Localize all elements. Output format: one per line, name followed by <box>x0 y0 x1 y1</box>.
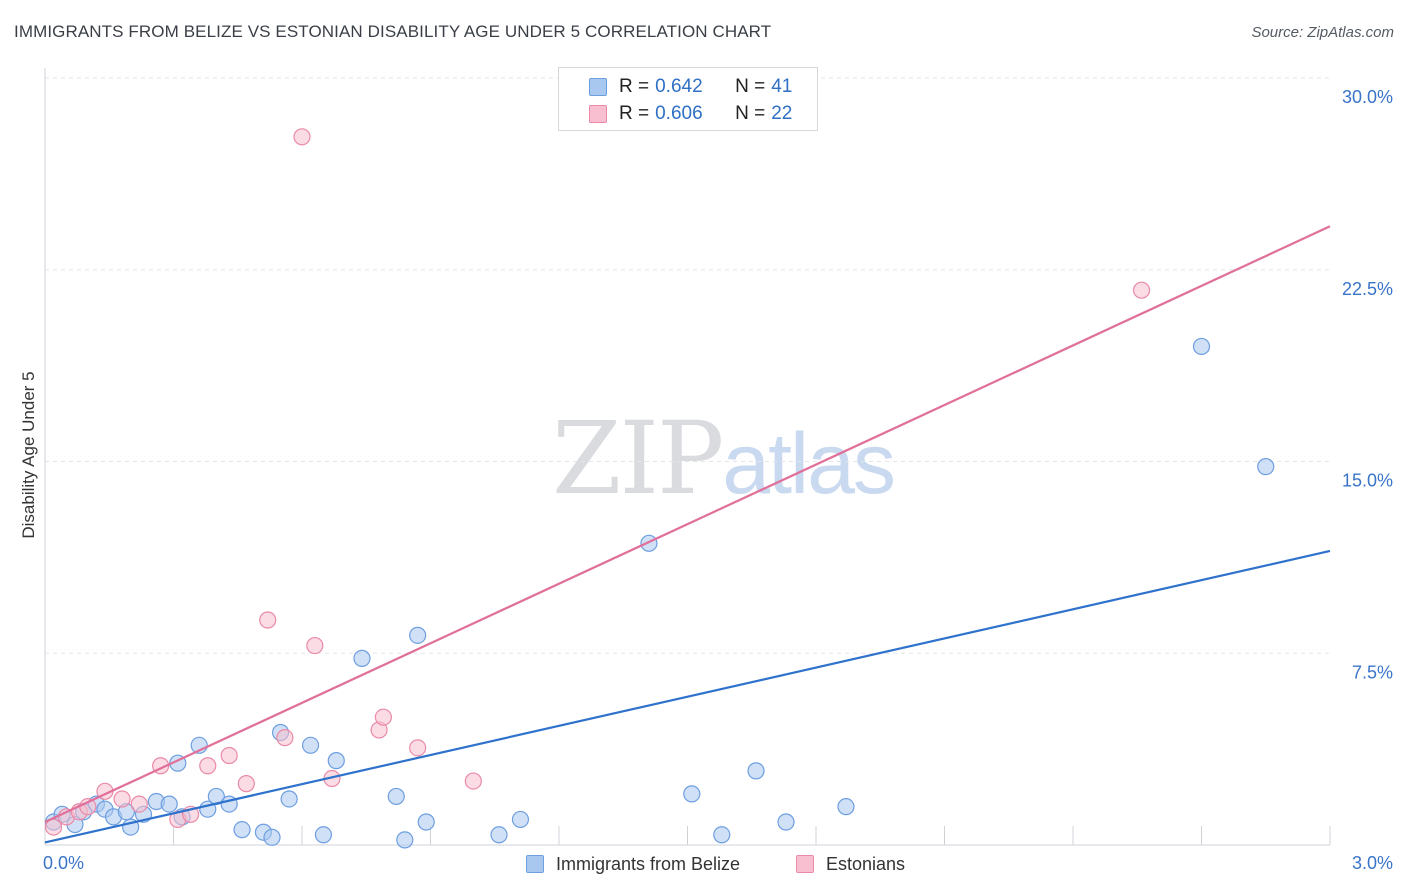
point-estonians <box>306 636 324 655</box>
legend-swatch-belize <box>589 78 607 96</box>
point-estonians <box>276 729 294 747</box>
legend-r-value: 0.606 <box>655 103 703 124</box>
legend-n-value: 41 <box>771 76 793 97</box>
point-estonians <box>199 757 217 775</box>
point-belize <box>396 831 414 849</box>
point-belize <box>837 798 855 816</box>
correlation-legend: R = 0.642 N = 41 R = 0.606 N = 22 <box>558 67 818 131</box>
point-belize <box>280 790 298 808</box>
y-tick-label: 7.5% <box>1352 662 1393 682</box>
legend-n-label: N = <box>735 103 766 124</box>
point-belize <box>713 826 731 844</box>
point-belize <box>314 826 333 844</box>
point-belize <box>417 813 435 831</box>
trend-line-estonians <box>44 225 1331 823</box>
point-estonians <box>374 708 392 726</box>
point-belize <box>263 828 281 846</box>
point-belize <box>160 795 178 813</box>
point-estonians <box>220 746 238 765</box>
bottom-legend-belize: Immigrants from Belize <box>526 852 740 876</box>
point-estonians <box>237 775 255 793</box>
point-estonians <box>293 128 311 146</box>
legend-swatch-estonians <box>589 105 607 123</box>
legend-row-belize: R = 0.642 N = 41 <box>589 74 792 100</box>
point-belize <box>511 810 530 829</box>
point-belize <box>409 626 427 644</box>
y-tick-label: 22.5% <box>1342 279 1393 299</box>
point-belize <box>777 813 795 831</box>
bottom-legend-estonians: Estonians <box>796 852 905 876</box>
legend-n-value: 22 <box>771 103 793 124</box>
point-estonians <box>259 611 277 629</box>
x-tick-label: 3.0% <box>1352 853 1393 873</box>
point-belize <box>683 785 701 803</box>
point-belize <box>490 826 508 844</box>
y-tick-label: 15.0% <box>1342 471 1393 491</box>
y-tick-label: 30.0% <box>1342 87 1393 107</box>
legend-n-label: N = <box>735 76 766 97</box>
x-tick-label: 0.0% <box>43 853 84 873</box>
point-belize <box>233 821 251 839</box>
chart-title: IMMIGRANTS FROM BELIZE VS ESTONIAN DISAB… <box>14 22 772 41</box>
point-estonians <box>1132 281 1151 299</box>
point-belize <box>327 752 345 770</box>
point-belize <box>1192 337 1211 356</box>
legend-r-value: 0.642 <box>655 76 703 97</box>
bottom-legend-label-estonians: Estonians <box>826 853 906 874</box>
legend-row-estonians: R = 0.606 N = 22 <box>589 101 792 127</box>
y-axis-label: Disability Age Under 5 <box>19 371 38 538</box>
legend-r-label: R = <box>619 76 650 97</box>
point-estonians <box>113 790 131 808</box>
point-belize <box>353 649 371 667</box>
point-belize <box>1257 458 1275 476</box>
trend-line-belize <box>44 549 1331 844</box>
bottom-legend-label-belize: Immigrants from Belize <box>556 853 741 874</box>
bottom-legend-swatch-estonians <box>796 855 814 873</box>
point-belize <box>640 534 658 552</box>
point-estonians <box>464 772 482 790</box>
bottom-legend-swatch-belize <box>526 855 544 873</box>
point-estonians <box>130 795 148 813</box>
point-belize <box>387 787 405 806</box>
legend-r-label: R = <box>619 103 650 124</box>
point-belize <box>301 736 320 754</box>
source-label: Source: ZipAtlas.com <box>1251 24 1394 41</box>
point-estonians <box>409 739 427 757</box>
point-belize <box>747 762 765 780</box>
